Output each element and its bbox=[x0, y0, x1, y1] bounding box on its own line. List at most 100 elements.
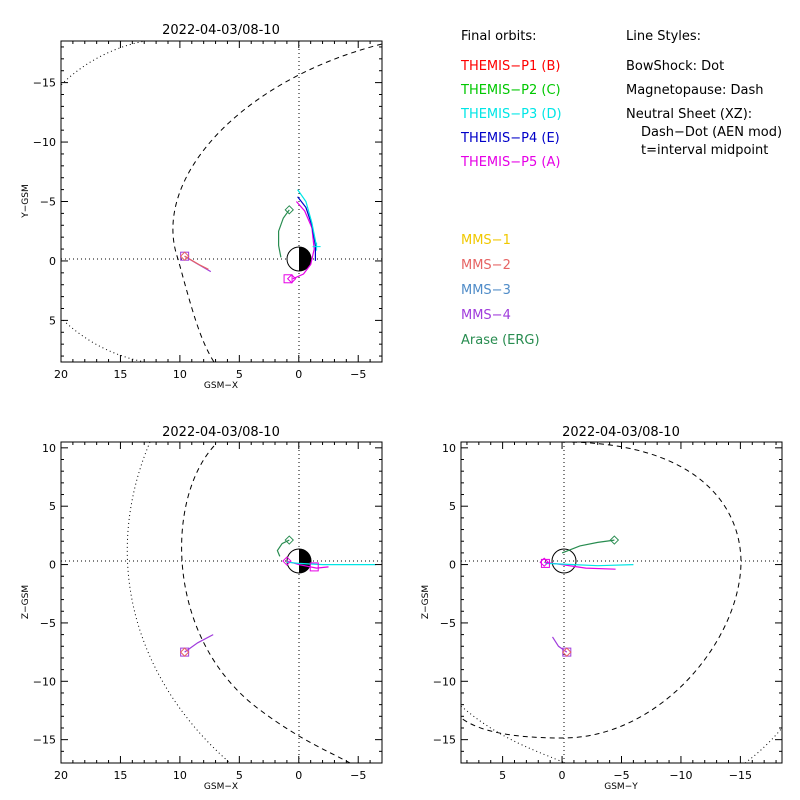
yz-title: 2022-04-03/08-10 bbox=[562, 425, 680, 440]
legend-themis-p1: THEMIS−P1 (B) bbox=[460, 59, 560, 74]
xz-marker-diamond bbox=[179, 647, 190, 657]
xz-plot-area bbox=[61, 442, 382, 763]
xz-xtick-label: 5 bbox=[236, 769, 243, 782]
xy-axes-frame bbox=[60, 40, 383, 363]
xy-title: 2022-04-03/08-10 bbox=[162, 23, 280, 38]
xy-ytick-label: 0 bbox=[49, 255, 56, 268]
yz-series-group bbox=[544, 539, 634, 653]
xy-earth-icon bbox=[286, 246, 312, 272]
yz-marker-diamond bbox=[562, 647, 572, 657]
xz-ytick-label: −5 bbox=[40, 617, 56, 630]
yz-ytick-label: 0 bbox=[449, 559, 456, 572]
line-style-magnetopause: Magnetopause: Dash bbox=[626, 83, 763, 98]
yz-marker-diamond bbox=[609, 535, 620, 545]
yz-ytick-label: −15 bbox=[433, 734, 456, 747]
legend-themis-p5: THEMIS−P5 (A) bbox=[460, 155, 560, 170]
yz-ytick-label: 10 bbox=[442, 442, 456, 455]
xz-ytick-label: 10 bbox=[42, 442, 56, 455]
xz-ytick-label: 5 bbox=[49, 500, 56, 513]
yz-xtick-label: −5 bbox=[613, 769, 629, 782]
xy-xlabel: GSM−X bbox=[204, 381, 238, 391]
xz-ytick-label: −10 bbox=[33, 675, 56, 688]
xz-series-group bbox=[184, 539, 377, 653]
xy-xtick-label: −5 bbox=[350, 368, 366, 381]
xy-marker-diamond bbox=[284, 205, 294, 215]
xz-ylabel: Z−GSM bbox=[21, 585, 31, 619]
yz-earth-icon bbox=[551, 548, 577, 574]
xy-series-group bbox=[184, 189, 318, 280]
xz-xtick-label: 20 bbox=[54, 769, 68, 782]
xz-series-line bbox=[276, 539, 290, 557]
line-style-midpoint: t=interval midpoint bbox=[641, 143, 768, 158]
xy-xtick-label: 15 bbox=[113, 368, 127, 381]
xy-ytick-label: −5 bbox=[40, 196, 56, 209]
yz-xtick-label: −10 bbox=[669, 769, 692, 782]
yz-xtick-label: 0 bbox=[559, 769, 566, 782]
legend-mms-1: MMS−1 bbox=[461, 233, 511, 248]
xz-marker-diamond bbox=[284, 535, 294, 545]
xy-series-line bbox=[184, 255, 209, 270]
yz-series-line bbox=[551, 636, 568, 653]
xy-marker-plus bbox=[312, 242, 321, 251]
line-style-bowshock: BowShock: Dot bbox=[626, 59, 724, 74]
yz-ytick-label: −10 bbox=[433, 675, 456, 688]
xy-series-line bbox=[297, 189, 318, 247]
line-style-dash-dot: Dash−Dot (AEN mod) bbox=[641, 125, 782, 140]
xy-marker-square bbox=[283, 274, 293, 284]
xy-xtick-label: 10 bbox=[173, 368, 187, 381]
xy-series-line bbox=[278, 209, 290, 258]
xz-marker-square bbox=[309, 562, 319, 572]
yz-series-line bbox=[545, 562, 634, 567]
xz-xlabel: GSM−X bbox=[204, 782, 238, 792]
yz-bowshock-left bbox=[461, 705, 566, 763]
yz-magnetopause-curve bbox=[461, 442, 742, 739]
xz-panel: 2022-04-03/08-10 20 15 10 5 0 −51050−5−10−15 … bbox=[21, 425, 383, 792]
yz-ticks: 5 0 −5 −10 −15 10 5 0 −5 −10 −15 bbox=[433, 442, 782, 782]
legend-mms-4: MMS−4 bbox=[461, 308, 511, 323]
xz-xtick-label: 0 bbox=[295, 769, 302, 782]
line-style-neutral-sheet: Neutral Sheet (XZ): bbox=[626, 107, 752, 122]
xy-xtick-label: 0 bbox=[295, 368, 302, 381]
yz-marker-square bbox=[540, 558, 550, 568]
xz-xtick-label: −5 bbox=[350, 769, 366, 782]
line-styles-title: Line Styles: bbox=[626, 29, 701, 44]
xy-plot-area bbox=[61, 41, 382, 362]
xz-xtick-label: 15 bbox=[113, 769, 127, 782]
xy-ytick-label: −15 bbox=[33, 77, 56, 90]
xy-ytick-label: 5 bbox=[49, 314, 56, 327]
legend-mms-3: MMS−3 bbox=[461, 283, 511, 298]
xz-magnetopause-curve bbox=[181, 445, 351, 763]
xy-ylabel: Y−GSM bbox=[21, 184, 31, 219]
yz-markers-group bbox=[539, 535, 620, 657]
yz-panel: 2022-04-03/08-10 5 0 −5 −10 −151050−5−10−15 … bbox=[421, 425, 783, 792]
xy-ytick-label: −10 bbox=[33, 136, 56, 149]
yz-ytick-label: 5 bbox=[449, 500, 456, 513]
xz-ytick-label: 0 bbox=[49, 559, 56, 572]
xz-ytick-label: −15 bbox=[33, 734, 56, 747]
xz-axes-frame bbox=[60, 441, 383, 764]
xz-title: 2022-04-03/08-10 bbox=[162, 425, 280, 440]
xz-marker-diamond bbox=[282, 556, 292, 566]
xy-marker-diamond bbox=[179, 251, 190, 261]
xz-ticks: 20 15 10 5 0 −5 10 5 0 −5 −10 −15 bbox=[33, 442, 383, 782]
xz-xtick-label: 10 bbox=[173, 769, 187, 782]
legend-themis-p4: THEMIS−P4 (E) bbox=[460, 131, 560, 146]
legend-mms-2: MMS−2 bbox=[461, 258, 511, 273]
legend-themis-p3: THEMIS−P3 (D) bbox=[460, 107, 562, 122]
yz-series-line bbox=[561, 539, 615, 554]
xy-xtick-label: 20 bbox=[54, 368, 68, 381]
xz-bowshock-curve bbox=[126, 442, 231, 763]
legend-themis-p2: THEMIS−P2 (C) bbox=[460, 83, 561, 98]
xy-xtick-label: 5 bbox=[236, 368, 243, 381]
xy-markers-group bbox=[179, 205, 321, 284]
xy-ticks: 20 15 10 5 0 −5 5 0 −5 −10 −15 bbox=[33, 41, 383, 381]
yz-plot-area bbox=[461, 442, 782, 763]
yz-ytick-label: −5 bbox=[440, 617, 456, 630]
yz-ylabel: Z−GSM bbox=[421, 585, 431, 619]
xy-panel: 2022-04-03/08-10 20 15 10 5 0 −5 5 0 −5 −10 −15 GS… bbox=[21, 23, 383, 391]
yz-xtick-label: −15 bbox=[729, 769, 752, 782]
yz-xtick-label: 5 bbox=[499, 769, 506, 782]
final-orbits-title: Final orbits: bbox=[461, 29, 537, 44]
xy-series-line bbox=[292, 201, 315, 280]
